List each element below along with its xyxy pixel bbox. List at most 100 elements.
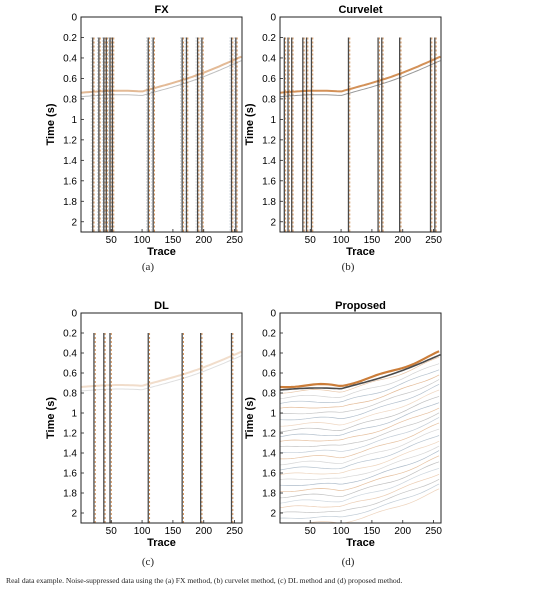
y-tick-label: 2 bbox=[71, 509, 77, 520]
x-tick-label: 200 bbox=[195, 235, 212, 246]
panel-content bbox=[81, 333, 242, 523]
x-axis-label: Trace bbox=[346, 537, 375, 549]
reflection-event bbox=[280, 483, 440, 519]
x-tick-label: 100 bbox=[333, 235, 350, 246]
x-tick-label: 200 bbox=[394, 235, 411, 246]
panel-title: Curvelet bbox=[338, 4, 382, 16]
x-tick-label: 150 bbox=[364, 526, 381, 537]
x-tick-label: 250 bbox=[425, 235, 442, 246]
reflection-event bbox=[280, 350, 440, 389]
reflection-event bbox=[81, 355, 242, 392]
x-tick-label: 100 bbox=[134, 235, 151, 246]
x-tick-label: 100 bbox=[333, 526, 350, 537]
panel-content bbox=[81, 37, 242, 232]
reflection-event bbox=[280, 428, 440, 466]
y-tick-label: 0.2 bbox=[63, 33, 77, 44]
sublabel-d: (d) bbox=[341, 556, 355, 568]
reflection-event bbox=[280, 417, 440, 454]
y-tick-label: 1 bbox=[270, 115, 276, 126]
y-tick-label: 1.4 bbox=[63, 156, 77, 167]
x-tick-label: 100 bbox=[134, 526, 151, 537]
panel-content bbox=[280, 350, 441, 523]
y-axis-label: Time (s) bbox=[45, 397, 57, 439]
y-tick-label: 0.8 bbox=[63, 389, 77, 400]
y-tick-label: 1.6 bbox=[63, 176, 77, 187]
y-tick-label: 1.2 bbox=[262, 135, 276, 146]
y-tick-label: 0.6 bbox=[262, 74, 276, 85]
x-tick-label: 200 bbox=[394, 526, 411, 537]
x-tick-label: 250 bbox=[425, 526, 442, 537]
axes-frame bbox=[279, 16, 442, 233]
y-tick-label: 2 bbox=[270, 509, 276, 520]
axes-frame bbox=[80, 16, 243, 233]
axes-frame bbox=[80, 312, 243, 524]
y-tick-label: 1.6 bbox=[262, 176, 276, 187]
reflection-event bbox=[280, 445, 440, 480]
y-tick-label: 1.4 bbox=[63, 449, 77, 460]
reflection-event bbox=[280, 478, 440, 513]
reflection-event bbox=[280, 412, 440, 448]
reflection-event bbox=[280, 383, 440, 421]
y-tick-label: 1.8 bbox=[63, 197, 77, 208]
y-axis-label: Time (s) bbox=[244, 397, 256, 439]
reflection-event bbox=[280, 369, 440, 404]
y-tick-label: 0.6 bbox=[63, 74, 77, 85]
reflection-event bbox=[280, 356, 440, 394]
sublabel-c: (c) bbox=[141, 556, 155, 568]
y-tick-label: 1 bbox=[71, 409, 77, 420]
y-tick-label: 0.8 bbox=[262, 389, 276, 400]
y-tick-label: 2 bbox=[71, 217, 77, 228]
y-tick-label: 0.2 bbox=[262, 33, 276, 44]
reflection-event bbox=[280, 467, 440, 504]
y-axis-label: Time (s) bbox=[244, 103, 256, 145]
reflection-event bbox=[280, 435, 440, 471]
y-tick-label: 0 bbox=[71, 13, 77, 24]
x-tick-label: 50 bbox=[305, 526, 317, 537]
y-tick-label: 0 bbox=[270, 13, 276, 24]
y-tick-label: 1.8 bbox=[63, 489, 77, 500]
y-tick-label: 2 bbox=[270, 217, 276, 228]
axes-frame bbox=[279, 312, 442, 524]
x-tick-label: 150 bbox=[364, 235, 381, 246]
x-tick-label: 50 bbox=[106, 526, 118, 537]
y-tick-label: 0.8 bbox=[262, 94, 276, 105]
y-tick-label: 1.6 bbox=[262, 469, 276, 480]
y-tick-label: 1.2 bbox=[262, 429, 276, 440]
reflection-event bbox=[280, 379, 440, 415]
sublabel-b: (b) bbox=[341, 261, 355, 273]
x-axis-label: Trace bbox=[346, 246, 375, 258]
y-tick-label: 0.4 bbox=[262, 349, 276, 360]
reflection-event bbox=[280, 461, 440, 499]
reflection-event bbox=[280, 450, 440, 486]
x-tick-label: 200 bbox=[195, 526, 212, 537]
panel-title: FX bbox=[154, 4, 169, 16]
y-axis-label: Time (s) bbox=[45, 103, 57, 145]
y-tick-label: 0.4 bbox=[63, 53, 77, 64]
y-tick-label: 1.8 bbox=[262, 197, 276, 208]
y-tick-label: 1.2 bbox=[63, 135, 77, 146]
reflection-event bbox=[280, 374, 440, 409]
figure-caption: Real data example. Noise-suppressed data… bbox=[6, 576, 403, 585]
reflection-event bbox=[280, 407, 440, 442]
y-tick-label: 1.2 bbox=[63, 429, 77, 440]
reflection-event bbox=[280, 353, 441, 391]
y-tick-label: 0.4 bbox=[63, 349, 77, 360]
sublabel-a: (a) bbox=[141, 261, 155, 273]
x-tick-label: 250 bbox=[226, 526, 243, 537]
panel-content bbox=[280, 37, 441, 232]
y-tick-label: 1 bbox=[71, 115, 77, 126]
x-tick-label: 50 bbox=[106, 235, 118, 246]
y-tick-label: 1 bbox=[270, 409, 276, 420]
reflection-event bbox=[280, 455, 440, 493]
panel-title: Proposed bbox=[335, 300, 386, 312]
y-tick-label: 0 bbox=[270, 309, 276, 320]
x-axis-label: Trace bbox=[147, 246, 176, 258]
y-tick-label: 1.4 bbox=[262, 156, 276, 167]
x-tick-label: 150 bbox=[165, 526, 182, 537]
reflection-event bbox=[304, 488, 440, 523]
